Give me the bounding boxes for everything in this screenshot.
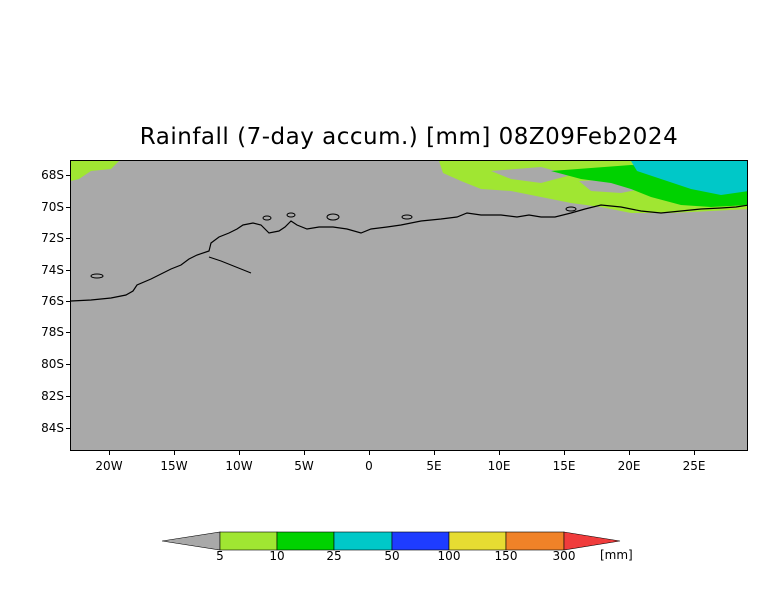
colorbar-swatch	[448, 531, 507, 551]
rain-area-light	[71, 161, 119, 181]
lon-tick	[239, 451, 240, 455]
colorbar-label: 300	[552, 549, 576, 563]
colorbar-label: 150	[494, 549, 518, 563]
lon-label: 5W	[294, 459, 314, 473]
map-canvas	[71, 161, 747, 450]
lon-tick	[564, 451, 565, 455]
lat-tick	[66, 364, 70, 365]
colorbar-swatch	[333, 531, 393, 551]
island	[326, 213, 340, 221]
lon-label: 5E	[426, 459, 442, 473]
colorbar-label: 100	[437, 549, 461, 563]
lon-tick	[304, 451, 305, 455]
lat-label: 76S	[41, 294, 64, 308]
lon-tick	[174, 451, 175, 455]
lon-tick	[629, 451, 630, 455]
lat-label: 78S	[41, 325, 64, 339]
colorbar-swatch	[391, 531, 450, 551]
lat-tick	[66, 238, 70, 239]
colorbar-label: 5	[216, 549, 224, 563]
lat-label: 74S	[41, 263, 64, 277]
lon-label: 0	[365, 459, 373, 473]
lon-tick	[499, 451, 500, 455]
island	[401, 214, 413, 220]
lat-label: 84S	[41, 421, 64, 435]
coastline-inlet	[208, 256, 252, 274]
lon-tick	[434, 451, 435, 455]
lon-label: 25E	[682, 459, 706, 473]
coastline	[71, 204, 747, 302]
lat-label: 72S	[41, 231, 64, 245]
lat-tick	[66, 332, 70, 333]
rain-area-cyan	[631, 161, 747, 195]
lat-label: 80S	[41, 357, 64, 371]
lon-label: 15E	[552, 459, 576, 473]
lat-label: 82S	[41, 389, 64, 403]
map-title: Rainfall (7-day accum.) [mm] 08Z09Feb202…	[139, 124, 679, 150]
colorbar-swatch	[505, 531, 565, 551]
lat-label: 70S	[41, 200, 64, 214]
colorbar-swatch-below	[162, 531, 221, 551]
lat-tick	[66, 396, 70, 397]
island	[262, 215, 272, 221]
colorbar-label: 50	[384, 549, 400, 563]
lon-tick	[369, 451, 370, 455]
colorbar-label: 25	[326, 549, 342, 563]
island	[286, 212, 296, 218]
lon-label: 20E	[617, 459, 641, 473]
colorbar-swatch	[219, 531, 278, 551]
lat-tick	[66, 428, 70, 429]
lat-tick	[66, 175, 70, 176]
lat-tick	[66, 207, 70, 208]
colorbar	[162, 531, 621, 551]
colorbar-swatch	[276, 531, 335, 551]
colorbar-swatch-above	[563, 531, 621, 551]
lon-label: 10W	[225, 459, 253, 473]
lon-label: 15W	[160, 459, 188, 473]
island	[90, 273, 104, 279]
lat-tick	[66, 270, 70, 271]
colorbar-label: 10	[269, 549, 285, 563]
lon-tick	[109, 451, 110, 455]
lon-label: 20W	[95, 459, 123, 473]
lon-tick	[694, 451, 695, 455]
lat-tick	[66, 301, 70, 302]
lon-label: 10E	[487, 459, 511, 473]
lat-label: 68S	[41, 168, 64, 182]
map-plot-area	[70, 160, 748, 451]
island	[565, 206, 577, 212]
colorbar-unit: [mm]	[600, 548, 633, 562]
